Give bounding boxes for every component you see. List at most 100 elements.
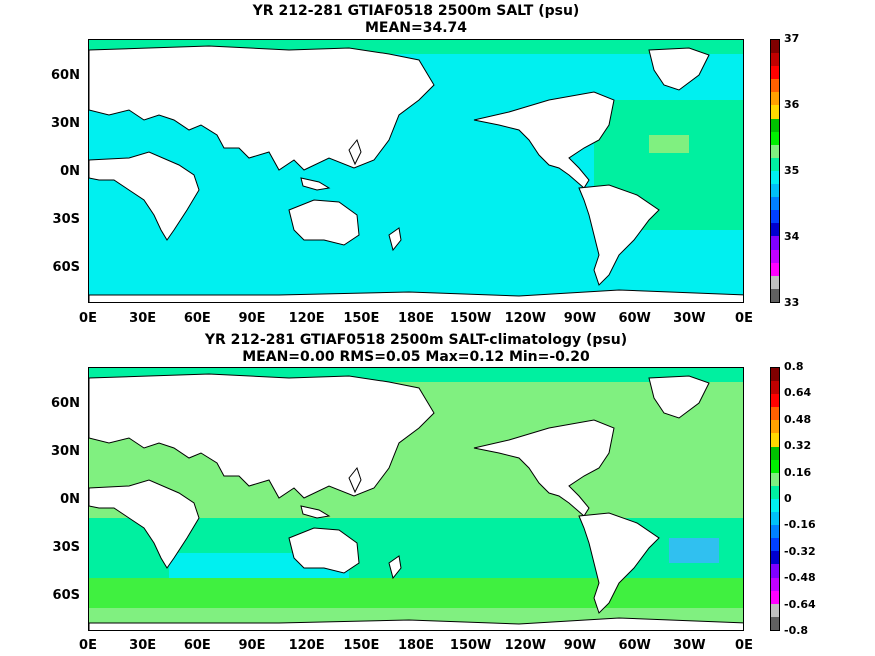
- colorbar-swatch: [771, 40, 779, 54]
- land-mass: [648, 47, 710, 91]
- colorbar-swatch: [771, 420, 779, 434]
- colorbar-swatch: [771, 394, 779, 408]
- colorbar-label: 36: [784, 98, 800, 111]
- colorbar-label: 34: [784, 230, 800, 243]
- colorbar-label: -0.64: [784, 597, 816, 611]
- colorbar-swatch: [771, 262, 779, 276]
- colorbar-swatch: [771, 210, 779, 224]
- land-mass: [89, 151, 200, 241]
- y-tick-label: 60S: [52, 259, 80, 275]
- colorbar-label: -0.8: [784, 624, 809, 637]
- colorbar-swatch: [771, 144, 779, 158]
- land-mass: [89, 373, 435, 499]
- colorbar-swatch: [771, 472, 779, 486]
- y-tick-label: 0N: [60, 491, 80, 507]
- colorbar-swatch: [771, 184, 779, 198]
- colorbar-label: 0: [784, 492, 792, 505]
- land-mass: [578, 184, 660, 286]
- colorbar-swatch: [771, 236, 779, 250]
- x-tick-label: 30W: [673, 311, 706, 326]
- top-map-panel: [88, 39, 744, 303]
- land-mass: [578, 512, 660, 614]
- top-title: YR 212-281 GTIAF0518 2500m SALT (psu): [252, 3, 580, 19]
- y-tick-label: 30N: [51, 443, 80, 459]
- y-tick-label: 30N: [51, 115, 80, 131]
- y-tick-label: 0N: [60, 163, 80, 179]
- colorbar-swatch: [771, 368, 779, 382]
- land-mass: [648, 375, 710, 419]
- colorbar-label: 0.8: [784, 360, 804, 373]
- colorbar-swatch: [771, 564, 779, 578]
- x-tick-label: 90W: [563, 638, 597, 653]
- x-tick-label: 120W: [504, 311, 547, 326]
- land-mass: [89, 617, 743, 630]
- map-svg: [89, 40, 743, 302]
- land-mass: [473, 91, 615, 189]
- land-mass: [89, 289, 743, 302]
- colorbar-swatch: [771, 433, 779, 447]
- x-tick-label: 120W: [504, 638, 547, 653]
- x-tick-label: 180E: [397, 311, 435, 326]
- land-mass: [348, 138, 362, 166]
- land-mass: [89, 45, 435, 171]
- colorbar-swatch: [771, 197, 779, 211]
- atlantic-high-patch: [649, 135, 689, 153]
- y-tick-label: 60N: [51, 395, 80, 411]
- south-atlantic-low-patch: [669, 538, 719, 563]
- colorbar-swatch: [771, 249, 779, 263]
- x-tick-label: 150E: [343, 638, 380, 653]
- colorbar-swatch: [771, 92, 779, 106]
- top-colorbar: [770, 39, 780, 303]
- bottom-map-panel: [88, 367, 744, 631]
- x-tick-label: 150W: [449, 638, 492, 653]
- map-svg: [89, 368, 743, 630]
- colorbar-label: 0.48: [784, 412, 812, 426]
- x-tick-label: 90E: [238, 311, 266, 326]
- x-tick-label: 180E: [397, 638, 435, 653]
- colorbar-swatch: [771, 53, 779, 67]
- x-tick-label: 120E: [288, 311, 325, 326]
- colorbar-swatch: [771, 577, 779, 591]
- land-mass: [288, 527, 360, 574]
- colorbar-swatch: [771, 498, 779, 513]
- colorbar-swatch: [771, 118, 779, 132]
- colorbar-swatch: [771, 616, 779, 630]
- colorbar-label: 35: [784, 164, 800, 177]
- colorbar-swatch: [771, 538, 779, 552]
- bottom-colorbar: [770, 367, 780, 631]
- land-mass: [300, 505, 331, 519]
- colorbar-swatch: [771, 170, 779, 185]
- bottom-subtitle: MEAN=0.00 RMS=0.05 Max=0.12 Min=-0.20: [242, 349, 590, 365]
- bottom-title: YR 212-281 GTIAF0518 2500m SALT-climatol…: [204, 332, 628, 348]
- x-tick-label: 0E: [79, 311, 97, 326]
- colorbar-label: -0.48: [784, 571, 816, 585]
- colorbar-swatch: [771, 590, 779, 604]
- x-tick-label: 60E: [183, 311, 211, 326]
- colorbar-swatch: [771, 512, 779, 526]
- x-tick-label: 150E: [343, 311, 380, 326]
- colorbar-swatch: [771, 459, 779, 473]
- colorbar-swatch: [771, 603, 779, 617]
- land-mass: [388, 555, 402, 580]
- colorbar-swatch: [771, 551, 779, 565]
- x-tick-label: 30W: [673, 638, 706, 653]
- colorbar-swatch: [771, 288, 779, 302]
- colorbar-label: 0.16: [784, 465, 812, 479]
- colorbar-label: 0.64: [784, 386, 812, 400]
- colorbar-swatch: [771, 223, 779, 237]
- y-tick-label: 30S: [52, 539, 80, 555]
- land-mass: [388, 227, 402, 252]
- colorbar-swatch: [771, 446, 779, 460]
- colorbar-label: 0.32: [784, 439, 812, 453]
- colorbar-swatch: [771, 275, 779, 289]
- colorbar-swatch: [771, 525, 779, 539]
- x-tick-label: 60E: [183, 638, 211, 653]
- y-tick-label: 30S: [52, 211, 80, 227]
- y-tick-label: 60S: [52, 587, 80, 603]
- colorbar-label: 37: [784, 32, 800, 45]
- land-mass: [300, 177, 331, 191]
- colorbar-swatch: [771, 157, 779, 171]
- colorbar-swatch: [771, 485, 779, 499]
- colorbar-swatch: [771, 105, 779, 119]
- x-tick-label: 60W: [618, 638, 651, 653]
